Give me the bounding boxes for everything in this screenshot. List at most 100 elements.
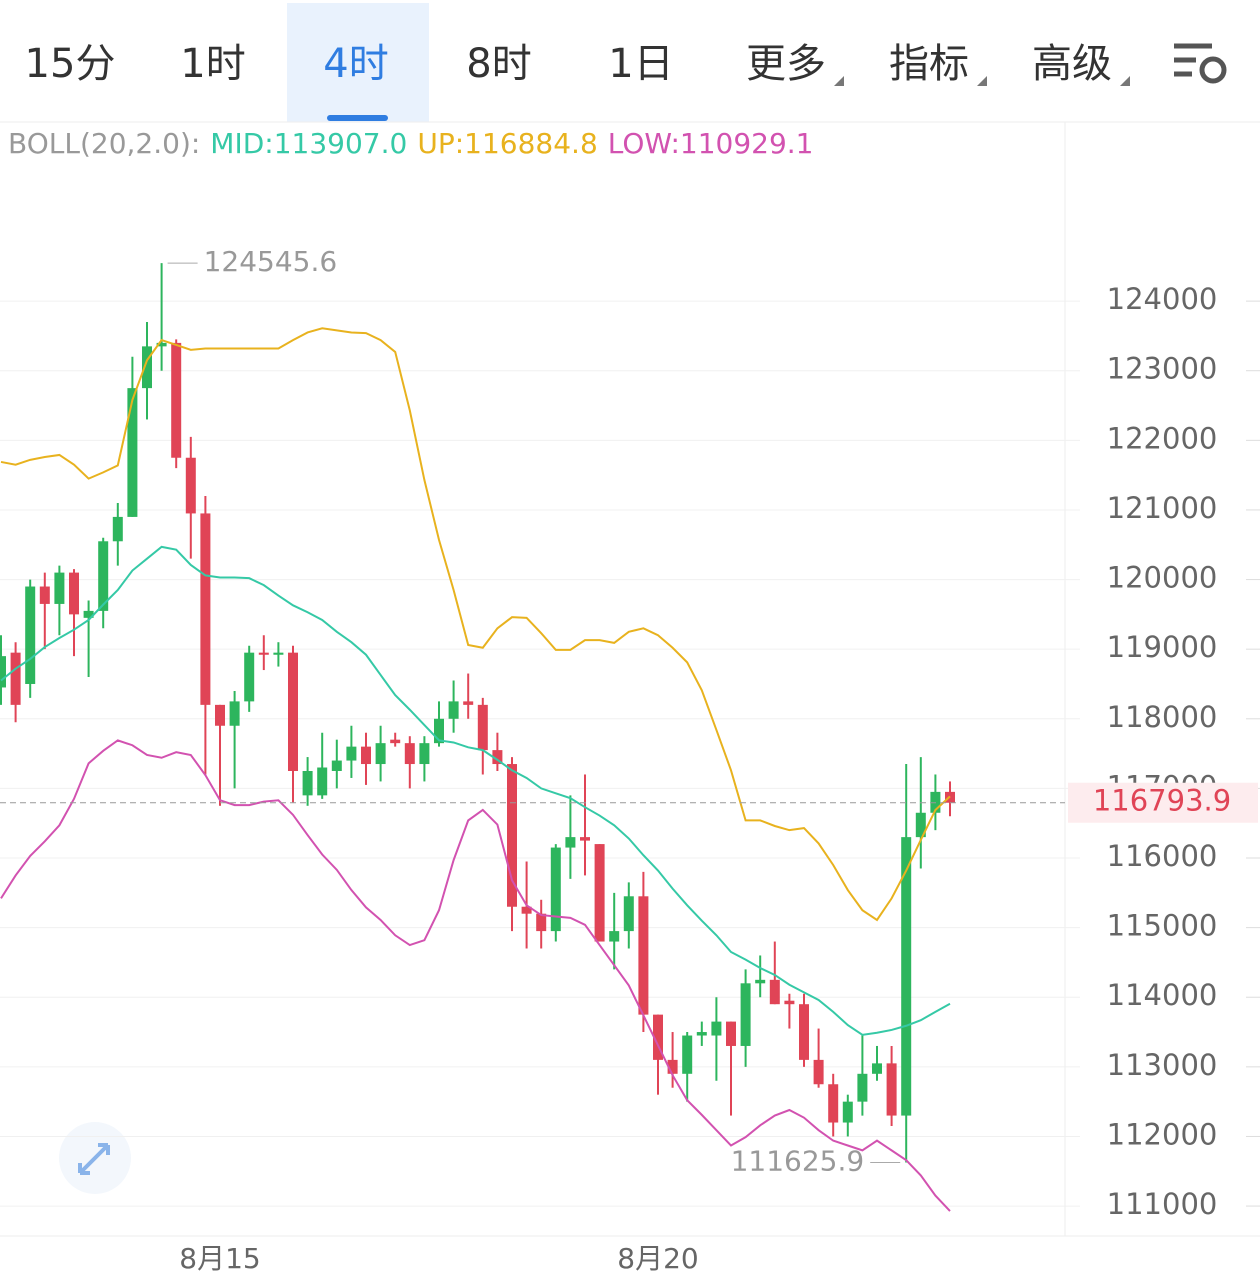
candle-body <box>623 896 634 932</box>
candle-body <box>667 1059 678 1074</box>
candle-body <box>448 701 459 719</box>
legend-sep: : <box>455 127 464 160</box>
candle-body <box>98 541 109 611</box>
y-tick-label: 116000 <box>1107 839 1218 873</box>
candle-body <box>346 746 357 761</box>
candle-body <box>302 770 313 796</box>
candle-body <box>434 718 444 744</box>
candle-body <box>258 652 269 655</box>
legend-value: 116884.8 <box>464 127 598 160</box>
candle-body <box>361 746 371 765</box>
candle-body <box>127 388 138 517</box>
candle-body <box>872 1063 882 1074</box>
candle-body <box>915 812 926 838</box>
candle-body <box>828 1084 839 1123</box>
candle-body <box>156 342 167 347</box>
candle-body <box>83 610 94 618</box>
candle-body <box>755 979 766 984</box>
high-label: 124545.6 <box>204 245 338 278</box>
candle-body <box>696 1032 707 1036</box>
candle-body <box>594 844 605 942</box>
y-tick-label: 113000 <box>1107 1048 1218 1082</box>
candle-body <box>112 516 123 542</box>
y-tick-label: 114000 <box>1107 978 1218 1012</box>
active-tab-bg <box>287 3 429 122</box>
candle-body <box>536 913 547 932</box>
candle-body <box>317 767 328 796</box>
tab[interactable]: 4时 <box>323 41 388 87</box>
candle-body <box>142 346 152 389</box>
candle-body <box>419 743 430 765</box>
tab[interactable]: 1时 <box>180 41 245 87</box>
candle-body <box>740 983 751 1046</box>
indicator-label: BOLL(20,2.0): <box>8 127 200 160</box>
dropdown-triangle <box>834 76 844 86</box>
band-line <box>0 739 951 1212</box>
legend-name: LOW <box>608 127 672 160</box>
y-tick-label: 112000 <box>1107 1117 1218 1151</box>
candle-body <box>886 1063 897 1116</box>
candle-body <box>390 739 401 744</box>
tab[interactable]: 高级 <box>1032 41 1112 87</box>
candle-body <box>477 704 488 751</box>
band-line <box>0 545 951 1036</box>
candle-body <box>463 701 474 705</box>
y-tick-label: 118000 <box>1107 700 1218 734</box>
dropdown-triangle <box>977 76 987 86</box>
x-tick-label: 8月20 <box>617 1242 698 1275</box>
candle-body <box>185 457 196 514</box>
tab[interactable]: 15分 <box>25 41 116 87</box>
candle-body <box>769 979 780 1005</box>
candle-body <box>0 656 6 688</box>
y-tick-label: 122000 <box>1107 421 1218 455</box>
candle-body <box>215 704 225 726</box>
candle-body <box>711 1021 722 1036</box>
low-label: 111625.9 <box>731 1144 865 1177</box>
legend-name: MID <box>210 127 264 160</box>
candle-body <box>229 701 240 726</box>
candle-body <box>565 837 576 848</box>
candle-body <box>375 743 386 765</box>
candle-body <box>842 1101 853 1123</box>
candle-body <box>799 1004 809 1060</box>
candle-body <box>331 760 342 771</box>
last-price-label: 116793.9 <box>1093 784 1231 818</box>
legend-value: 110929.1 <box>680 127 814 160</box>
settings-icon[interactable] <box>1174 43 1227 84</box>
x-tick-label: 8月15 <box>179 1242 260 1275</box>
candle-body <box>39 586 50 604</box>
candle-body <box>638 896 649 1015</box>
active-tab-underline <box>327 115 388 121</box>
tab[interactable]: 8时 <box>466 41 531 87</box>
last-price-bg <box>1068 782 1258 823</box>
tab[interactable]: 指标 <box>889 41 969 87</box>
y-tick-label: 123000 <box>1107 352 1218 386</box>
band-line <box>0 327 951 922</box>
candle-body <box>244 652 255 702</box>
candle-body <box>521 906 532 914</box>
y-tick-label: 115000 <box>1107 909 1218 943</box>
candle-body <box>609 931 620 942</box>
candle-body <box>54 572 65 604</box>
y-tick-label: 119000 <box>1107 630 1218 664</box>
candle-body <box>813 1059 824 1085</box>
dropdown-triangle <box>1120 76 1130 86</box>
legend-sep: : <box>264 127 273 160</box>
candle-body <box>901 837 912 1116</box>
candle-body <box>507 764 517 907</box>
tab[interactable]: 更多 <box>746 41 826 87</box>
y-tick-label: 120000 <box>1107 561 1218 595</box>
candle-body <box>580 837 590 841</box>
legend-value: 113907.0 <box>274 127 408 160</box>
candle-body <box>653 1014 663 1060</box>
expand-button[interactable] <box>59 1122 131 1194</box>
candle-body <box>25 586 36 684</box>
candle-body <box>404 743 415 765</box>
candle-body <box>10 652 21 705</box>
tab[interactable]: 1日 <box>608 41 673 87</box>
candle-body <box>492 750 503 765</box>
y-tick-label: 111000 <box>1107 1187 1218 1221</box>
candle-body <box>273 652 284 655</box>
legend-sep: : <box>670 127 679 160</box>
